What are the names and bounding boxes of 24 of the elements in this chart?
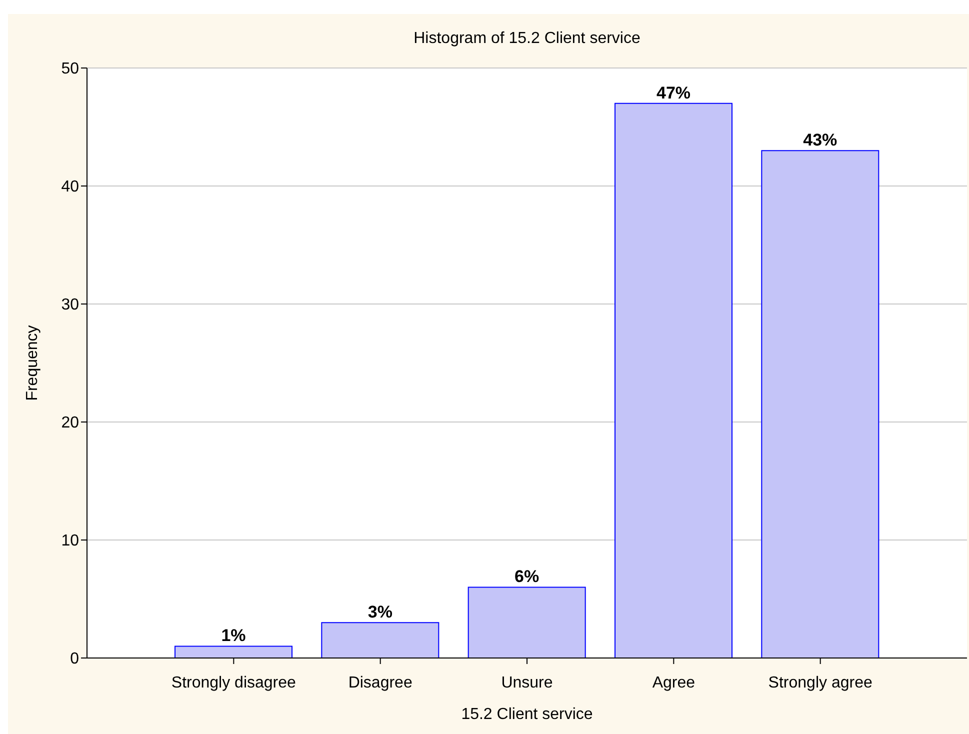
x-tick-label: Strongly disagree — [171, 674, 296, 692]
x-tick-label: Unsure — [501, 674, 553, 692]
bar — [321, 622, 440, 658]
bar — [614, 102, 732, 658]
y-tick-label: 30 — [61, 296, 80, 314]
chart-title: Histogram of 15.2 Client service — [412, 30, 642, 48]
data-label: 47% — [656, 83, 691, 102]
y-tick-label: 20 — [61, 414, 80, 432]
y-tick-label: 50 — [61, 60, 80, 78]
y-tick-label: 0 — [70, 650, 80, 668]
bar — [761, 150, 880, 658]
x-tick-label: Agree — [652, 674, 696, 692]
x-axis-title: 15.2 Client service — [460, 706, 594, 724]
data-label: 1% — [221, 626, 246, 646]
data-label: 6% — [514, 567, 540, 586]
x-tick-label: Strongly agree — [768, 674, 872, 692]
data-label: 43% — [803, 130, 838, 150]
x-tick-label: Disagree — [348, 674, 412, 692]
bar — [468, 586, 586, 658]
y-tick-label: 10 — [61, 532, 80, 550]
data-label: 3% — [368, 602, 392, 622]
y-axis-title: Frequency — [24, 325, 42, 401]
bar — [174, 646, 292, 658]
y-tick-label: 40 — [61, 178, 80, 196]
